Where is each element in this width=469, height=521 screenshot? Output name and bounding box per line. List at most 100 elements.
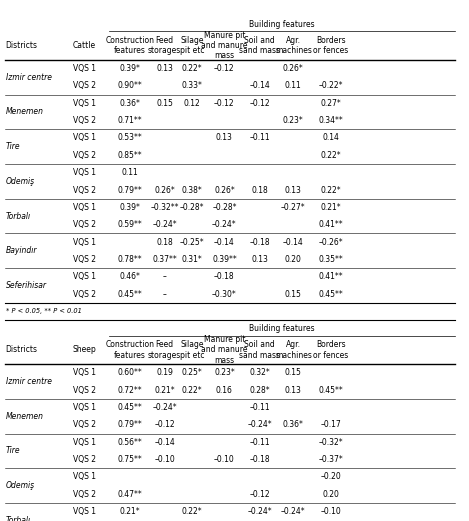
Text: 0.13: 0.13 [156,64,173,73]
Text: Manure pit
and manure
mass: Manure pit and manure mass [201,335,248,365]
Text: 0.56**: 0.56** [118,438,143,447]
Text: 0.39*: 0.39* [120,64,141,73]
Text: VQS 1: VQS 1 [73,238,96,246]
Text: 0.36*: 0.36* [283,420,304,429]
Text: –0.30*: –0.30* [212,290,237,299]
Text: –0.12: –0.12 [250,490,270,499]
Text: 0.27*: 0.27* [321,99,341,108]
Text: 0.23*: 0.23* [283,116,304,125]
Text: 0.39*: 0.39* [120,203,141,212]
Text: 0.45**: 0.45** [318,386,343,395]
Text: Construction
features: Construction features [106,340,155,359]
Text: VQS 1: VQS 1 [73,168,96,177]
Text: 0.13: 0.13 [285,185,302,194]
Text: 0.12: 0.12 [184,99,201,108]
Text: –0.25*: –0.25* [180,238,204,246]
Text: 0.15: 0.15 [285,368,302,377]
Text: * P < 0.05, ** P < 0.01: * P < 0.05, ** P < 0.01 [6,308,82,314]
Text: VQS 1: VQS 1 [73,507,96,516]
Text: –0.24*: –0.24* [248,420,272,429]
Text: 0.79**: 0.79** [118,185,143,194]
Text: 0.21*: 0.21* [321,203,341,212]
Text: –0.11: –0.11 [250,133,270,142]
Text: VQS 1: VQS 1 [73,133,96,142]
Text: –0.10: –0.10 [154,455,175,464]
Text: 0.59**: 0.59** [118,220,143,229]
Text: Feed
storages: Feed storages [148,36,181,55]
Text: VQS 2: VQS 2 [73,151,96,160]
Text: Bayindır: Bayindır [6,246,37,255]
Text: 0.46*: 0.46* [120,272,141,281]
Text: 0.31*: 0.31* [182,255,203,264]
Text: Building features: Building features [250,20,315,29]
Text: 0.20: 0.20 [285,255,302,264]
Text: 0.18: 0.18 [156,238,173,246]
Text: –0.24*: –0.24* [152,403,177,412]
Text: VQS 2: VQS 2 [73,255,96,264]
Text: Menemen: Menemen [6,412,44,421]
Text: –0.14: –0.14 [283,238,304,246]
Text: Sheep: Sheep [72,345,96,354]
Text: 0.39**: 0.39** [212,255,237,264]
Text: Districts: Districts [6,41,38,50]
Text: 0.11: 0.11 [285,81,302,90]
Text: 0.26*: 0.26* [283,64,304,73]
Text: 0.75**: 0.75** [118,455,143,464]
Text: 0.19: 0.19 [156,368,173,377]
Text: –0.11: –0.11 [250,438,270,447]
Text: VQS 1: VQS 1 [73,403,96,412]
Text: Soil and
sand mass: Soil and sand mass [239,340,280,359]
Text: Tire: Tire [6,142,20,151]
Text: 0.60**: 0.60** [118,368,143,377]
Text: 0.14: 0.14 [323,133,340,142]
Text: 0.41**: 0.41** [319,220,343,229]
Text: 0.47**: 0.47** [118,490,143,499]
Text: 0.33*: 0.33* [182,81,203,90]
Text: Torbalı: Torbalı [6,212,31,220]
Text: –0.10: –0.10 [321,507,341,516]
Text: –0.24*: –0.24* [281,507,306,516]
Text: VQS 1: VQS 1 [73,438,96,447]
Text: 0.28*: 0.28* [250,386,270,395]
Text: –0.20: –0.20 [321,473,341,481]
Text: Tire: Tire [6,446,20,455]
Text: Silage
pit etc: Silage pit etc [180,36,204,55]
Text: 0.18: 0.18 [251,185,268,194]
Text: VQS 2: VQS 2 [73,420,96,429]
Text: 0.23*: 0.23* [214,368,235,377]
Text: –0.24*: –0.24* [152,220,177,229]
Text: –0.24*: –0.24* [212,220,237,229]
Text: 0.45**: 0.45** [118,290,143,299]
Text: 0.22*: 0.22* [182,64,203,73]
Text: 0.78**: 0.78** [118,255,143,264]
Text: –0.28*: –0.28* [212,203,237,212]
Text: Izmir centre: Izmir centre [6,377,52,386]
Text: Agr.
machines: Agr. machines [275,340,312,359]
Text: 0.53**: 0.53** [118,133,143,142]
Text: 0.15: 0.15 [285,290,302,299]
Text: –0.32**: –0.32** [151,203,179,212]
Text: –0.37*: –0.37* [318,455,343,464]
Text: Borders
or fences: Borders or fences [313,340,348,359]
Text: 0.41**: 0.41** [319,272,343,281]
Text: Menemen: Menemen [6,107,44,116]
Text: Cattle: Cattle [73,41,96,50]
Text: 0.22*: 0.22* [321,185,341,194]
Text: Torbalı: Torbalı [6,516,31,521]
Text: –0.12: –0.12 [214,64,234,73]
Text: VQS 2: VQS 2 [73,220,96,229]
Text: –0.11: –0.11 [250,403,270,412]
Text: VQS 2: VQS 2 [73,116,96,125]
Text: 0.21*: 0.21* [120,507,141,516]
Text: Districts: Districts [6,345,38,354]
Text: –: – [163,290,166,299]
Text: 0.22*: 0.22* [182,507,203,516]
Text: –0.10: –0.10 [214,455,235,464]
Text: 0.38*: 0.38* [182,185,203,194]
Text: 0.35**: 0.35** [318,255,343,264]
Text: VQS 1: VQS 1 [73,203,96,212]
Text: 0.26*: 0.26* [154,185,175,194]
Text: –0.12: –0.12 [214,99,234,108]
Text: –0.12: –0.12 [154,420,175,429]
Text: Borders
or fences: Borders or fences [313,36,348,55]
